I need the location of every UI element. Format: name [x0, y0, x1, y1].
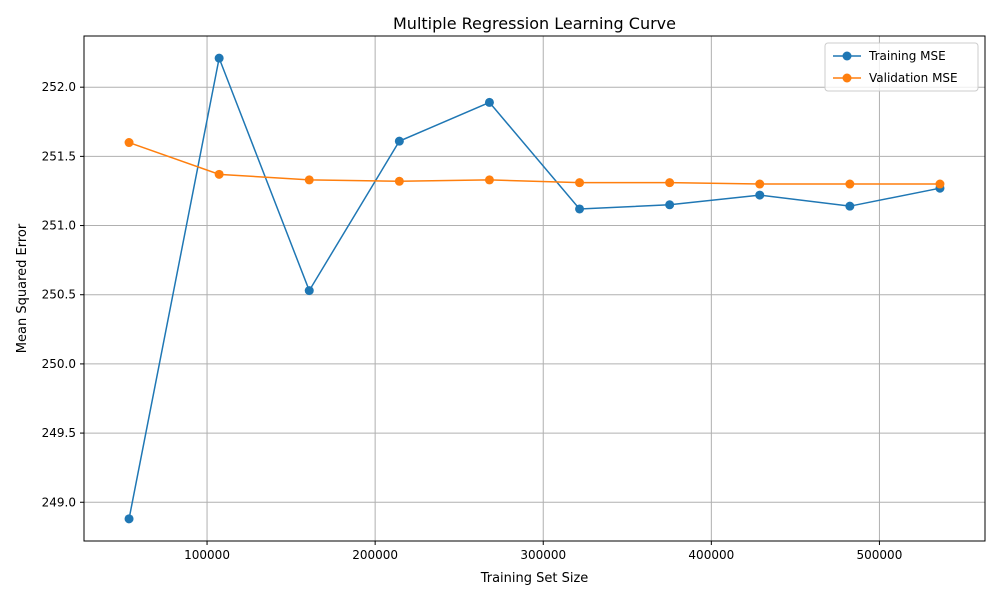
- x-axis-label: Training Set Size: [480, 571, 589, 586]
- x-tick-label: 300000: [520, 548, 566, 562]
- chart-title: Multiple Regression Learning Curve: [393, 14, 676, 33]
- data-point-series-0: [575, 204, 585, 214]
- y-axis-label: Mean Squared Error: [15, 223, 30, 353]
- x-tick-label: 400000: [688, 548, 734, 562]
- data-point-series-0: [124, 514, 134, 524]
- y-tick-label: 250.0: [42, 357, 76, 371]
- data-point-series-1: [394, 176, 404, 186]
- y-tick-label: 251.0: [42, 219, 76, 233]
- data-point-series-1: [665, 178, 675, 188]
- data-point-series-1: [575, 178, 585, 188]
- data-point-series-1: [304, 175, 314, 185]
- ticks-layer: 100000 200000 300000 400000 500000 249.0 249.5…: [42, 80, 903, 562]
- data-point-series-1: [484, 175, 494, 185]
- grid-layer: [84, 36, 985, 541]
- data-point-series-0: [304, 286, 314, 296]
- data-point-series-1: [124, 138, 134, 148]
- data-point-series-0: [665, 200, 675, 210]
- legend-marker-validation: [842, 73, 852, 83]
- data-point-series-0: [484, 97, 494, 107]
- x-tick-label: 500000: [857, 548, 903, 562]
- data-point-series-0: [845, 201, 855, 211]
- x-tick-label: 100000: [184, 548, 230, 562]
- legend: Training MSE Validation MSE: [824, 42, 979, 92]
- data-point-series-1: [935, 179, 945, 189]
- data-point-series-0: [394, 136, 404, 146]
- y-tick-label: 249.0: [42, 495, 76, 509]
- x-tick-label: 200000: [352, 548, 398, 562]
- data-point-series-1: [214, 169, 224, 179]
- y-tick-label: 250.5: [42, 288, 76, 302]
- series-line-0: [128, 55, 941, 520]
- legend-label-training: Training MSE: [868, 49, 946, 63]
- data-point-series-0: [214, 53, 224, 63]
- legend-marker-training: [842, 51, 852, 61]
- series-line-1: [128, 141, 940, 185]
- y-tick-label: 251.5: [42, 149, 76, 163]
- plot-frame: [83, 35, 986, 542]
- data-point-series-1: [755, 179, 765, 189]
- series-layer: [124, 53, 945, 524]
- y-tick-label: 249.5: [42, 426, 76, 440]
- y-tick-label: 252.0: [42, 80, 76, 94]
- data-point-series-0: [755, 190, 765, 200]
- legend-box: [824, 42, 979, 92]
- legend-label-validation: Validation MSE: [869, 71, 958, 85]
- data-point-series-1: [845, 179, 855, 189]
